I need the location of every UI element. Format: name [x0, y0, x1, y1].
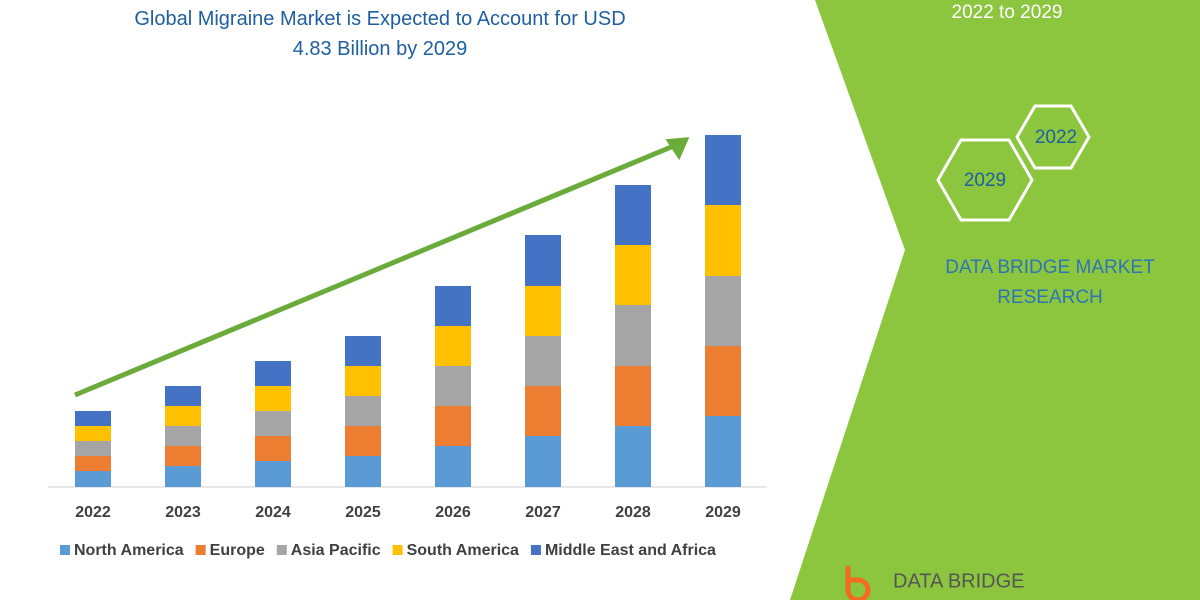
- bar-segment: [345, 396, 381, 426]
- bar-segment: [615, 185, 651, 245]
- legend-swatch: [195, 545, 206, 555]
- bar-segment: [165, 386, 201, 406]
- bar-segment: [705, 205, 741, 276]
- legend-swatch: [392, 545, 403, 555]
- bar-segment: [255, 386, 291, 411]
- bar-segment: [435, 366, 471, 406]
- legend-label: Europe: [210, 542, 265, 559]
- x-tick-label: 2027: [525, 504, 561, 521]
- logo-icon: [845, 566, 871, 600]
- bar-segment: [165, 406, 201, 426]
- bar-segment: [525, 386, 561, 436]
- chart-title: Global Migraine Market is Expected to Ac…: [134, 8, 626, 60]
- x-tick-label: 2028: [615, 504, 651, 521]
- legend-label: South America: [407, 542, 519, 559]
- legend-label: North America: [74, 542, 184, 559]
- bar-segment: [525, 436, 561, 487]
- bar-segment: [75, 471, 111, 487]
- legend-label: Asia Pacific: [291, 542, 381, 559]
- side-panel: [790, 0, 1200, 600]
- bar-segment: [345, 456, 381, 487]
- bar-segment: [75, 411, 111, 426]
- period: 2022 to 2029: [952, 2, 1063, 23]
- bar-segment: [705, 276, 741, 346]
- bar-segment: [525, 286, 561, 336]
- bar-segment: [435, 406, 471, 446]
- bar-segment: [435, 286, 471, 326]
- hex-label: 2022: [1035, 127, 1077, 148]
- x-tick-label: 2023: [165, 504, 201, 521]
- bar-segment: [615, 305, 651, 366]
- legend-swatch: [276, 545, 287, 555]
- bar-segment: [615, 245, 651, 305]
- bar-segment: [705, 135, 741, 205]
- bar-segment: [75, 456, 111, 471]
- hex-label: 2029: [964, 170, 1006, 191]
- bar-segment: [75, 426, 111, 441]
- bar-segment: [705, 346, 741, 416]
- trend-arrow: [74, 142, 677, 398]
- x-tick-label: 2026: [435, 504, 471, 521]
- company-name: DATA BRIDGE MARKET RESEARCH: [945, 257, 1155, 308]
- bar-segment: [525, 336, 561, 386]
- legend-swatch: [530, 545, 541, 555]
- x-tick-label: 2022: [75, 504, 111, 521]
- legend-swatch: [60, 545, 70, 555]
- hexagon: [936, 138, 1034, 222]
- x-tick-label: 2024: [255, 504, 291, 521]
- bar-segment: [615, 366, 651, 426]
- bar-segment: [525, 235, 561, 286]
- bar-segment: [255, 411, 291, 436]
- logo-text: DATA BRIDGE: [893, 570, 1025, 592]
- bar-segment: [345, 426, 381, 456]
- hexagon: [1015, 104, 1091, 170]
- bar-segment: [435, 326, 471, 366]
- bar-segment: [75, 441, 111, 456]
- x-tick-label: 2025: [345, 504, 381, 521]
- bar-segment: [255, 361, 291, 386]
- bar-segment: [165, 426, 201, 446]
- bar-segment: [345, 366, 381, 396]
- bar-segment: [345, 336, 381, 366]
- bar-segment: [705, 416, 741, 487]
- bar-segment: [435, 446, 471, 487]
- bar-segment: [165, 466, 201, 487]
- bar-segment: [255, 436, 291, 461]
- bar-segment: [615, 426, 651, 487]
- x-tick-label: 2029: [705, 504, 741, 521]
- bar-segment: [165, 446, 201, 466]
- arrow-head: [665, 137, 690, 161]
- bar-segment: [255, 461, 291, 487]
- legend-label: Middle East and Africa: [545, 542, 716, 559]
